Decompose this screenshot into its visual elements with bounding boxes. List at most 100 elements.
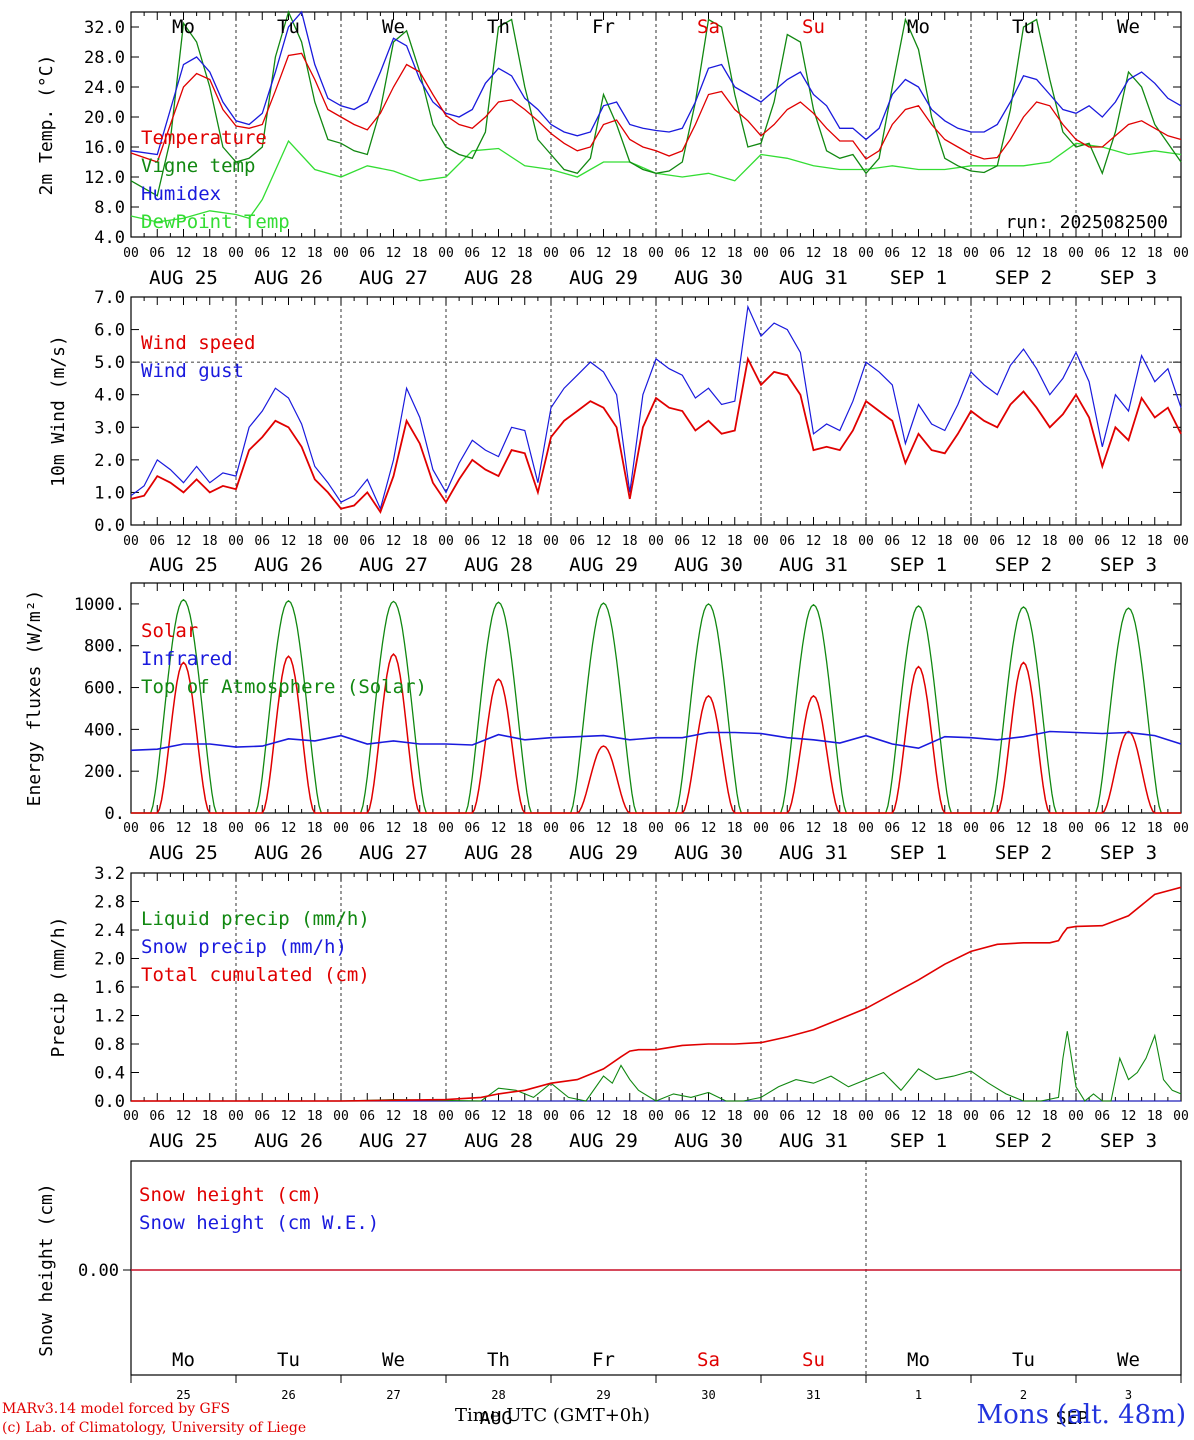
hour-tick-label: 12 <box>491 534 507 549</box>
panel-frame <box>130 11 1182 238</box>
date-label: SEP 3 <box>1100 554 1157 576</box>
hour-tick-label: 12 <box>701 821 717 836</box>
hour-tick-label: 18 <box>1147 534 1163 549</box>
y-tick-label: 3.2 <box>94 864 125 884</box>
weekday-label: We <box>382 1349 405 1371</box>
hour-tick-label: 12 <box>386 1109 402 1124</box>
hour-tick-label: 18 <box>832 534 848 549</box>
hour-tick-label: 12 <box>596 821 612 836</box>
hour-tick-label: 06 <box>149 246 165 261</box>
hour-tick-label: 06 <box>989 246 1005 261</box>
hour-tick-label: 00 <box>123 246 139 261</box>
hour-tick-label: 12 <box>596 534 612 549</box>
hour-tick-label: 06 <box>1094 246 1110 261</box>
hour-tick-label: 18 <box>1147 246 1163 261</box>
date-label: AUG 26 <box>254 267 323 289</box>
y-axis-title: Energy fluxes (W/m²) <box>24 590 45 807</box>
date-label: SEP 2 <box>995 554 1052 576</box>
hour-tick-label: 06 <box>464 1109 480 1124</box>
hour-tick-label: 18 <box>412 246 428 261</box>
hour-tick-label: 00 <box>858 821 874 836</box>
y-tick-label: 2.0 <box>94 451 125 471</box>
hour-tick-label: 00 <box>228 821 244 836</box>
y-tick-label: 200. <box>84 762 125 782</box>
day-number-label: 31 <box>806 1388 820 1402</box>
date-label: AUG 25 <box>149 267 218 289</box>
hour-tick-label: 00 <box>228 1109 244 1124</box>
y-axis-title: 2m Temp. (°C) <box>36 55 57 196</box>
y-tick-label: 6.0 <box>94 321 125 341</box>
weekday-label: Fr <box>592 16 615 38</box>
hour-tick-label: 12 <box>1121 534 1137 549</box>
hour-tick-label: 18 <box>1042 246 1058 261</box>
hour-tick-label: 18 <box>937 246 953 261</box>
date-label: AUG 27 <box>359 267 428 289</box>
hour-tick-label: 18 <box>517 1109 533 1124</box>
hour-tick-label: 06 <box>989 1109 1005 1124</box>
hour-tick-label: 00 <box>648 246 664 261</box>
hour-tick-label: 12 <box>281 1109 297 1124</box>
date-label: AUG 26 <box>254 554 323 576</box>
series-line-temperature <box>130 52 1182 163</box>
hour-tick-label: 00 <box>753 1109 769 1124</box>
hour-tick-label: 06 <box>674 1109 690 1124</box>
hour-tick-label: 12 <box>386 821 402 836</box>
hour-tick-label: 00 <box>123 534 139 549</box>
hour-tick-label: 06 <box>884 821 900 836</box>
y-tick-label: 2.0 <box>94 950 125 970</box>
hour-tick-label: 06 <box>359 821 375 836</box>
series-line-wind-gust <box>130 304 1182 511</box>
legend-entry: Snow precip (mm/h) <box>141 936 347 958</box>
hour-tick-label: 06 <box>779 1109 795 1124</box>
date-label: AUG 31 <box>779 267 848 289</box>
hour-tick-label: 06 <box>779 534 795 549</box>
hour-tick-label: 18 <box>412 1109 428 1124</box>
weekday-label: Sa <box>697 1349 720 1371</box>
date-label: SEP 2 <box>995 267 1052 289</box>
month-label: AUG <box>480 1408 513 1429</box>
weekday-label: Su <box>802 1349 825 1371</box>
hour-tick-label: 06 <box>1094 821 1110 836</box>
hour-tick-label: 12 <box>1016 821 1032 836</box>
hour-tick-label: 00 <box>1068 534 1084 549</box>
y-tick-label: 800. <box>84 637 125 657</box>
y-tick-label: 16.0 <box>84 138 125 158</box>
date-label: AUG 26 <box>254 1130 323 1152</box>
y-tick-label: 0.4 <box>94 1064 125 1084</box>
hour-tick-label: 12 <box>1016 1109 1032 1124</box>
hour-tick-label: 12 <box>806 246 822 261</box>
hour-tick-label: 00 <box>753 821 769 836</box>
hour-tick-label: 12 <box>806 821 822 836</box>
hour-tick-label: 00 <box>1068 1109 1084 1124</box>
y-tick-label: 600. <box>84 679 125 699</box>
x-axis-title: Time UTC (GMT+0h) <box>455 1405 650 1426</box>
date-label: SEP 2 <box>995 1130 1052 1152</box>
date-label: SEP 1 <box>890 267 947 289</box>
hour-tick-label: 00 <box>333 821 349 836</box>
hour-tick-label: 12 <box>491 821 507 836</box>
hour-tick-label: 06 <box>149 821 165 836</box>
hour-tick-label: 06 <box>884 534 900 549</box>
hour-tick-label: 00 <box>963 534 979 549</box>
series-line-vigne-temp <box>130 10 1182 197</box>
hour-tick-label: 12 <box>1016 246 1032 261</box>
hour-tick-label: 00 <box>543 246 559 261</box>
hour-tick-label: 18 <box>1147 1109 1163 1124</box>
hour-tick-label: 06 <box>884 1109 900 1124</box>
day-number-label: 1 <box>915 1388 922 1402</box>
weekday-label: Sa <box>697 16 720 38</box>
date-label: AUG 28 <box>464 1130 533 1152</box>
hour-tick-label: 12 <box>491 1109 507 1124</box>
hour-tick-label: 00 <box>963 821 979 836</box>
date-label: AUG 25 <box>149 554 218 576</box>
weekday-label: We <box>1117 1349 1140 1371</box>
date-label: SEP 3 <box>1100 1130 1157 1152</box>
station-name: Mons (alt. 48m) <box>976 1400 1186 1430</box>
series-line-solar <box>131 652 1181 814</box>
hour-tick-label: 00 <box>333 1109 349 1124</box>
hour-tick-label: 00 <box>438 246 454 261</box>
hour-tick-label: 18 <box>307 534 323 549</box>
date-label: AUG 31 <box>779 554 848 576</box>
hour-tick-label: 06 <box>359 1109 375 1124</box>
hour-tick-label: 12 <box>176 246 192 261</box>
